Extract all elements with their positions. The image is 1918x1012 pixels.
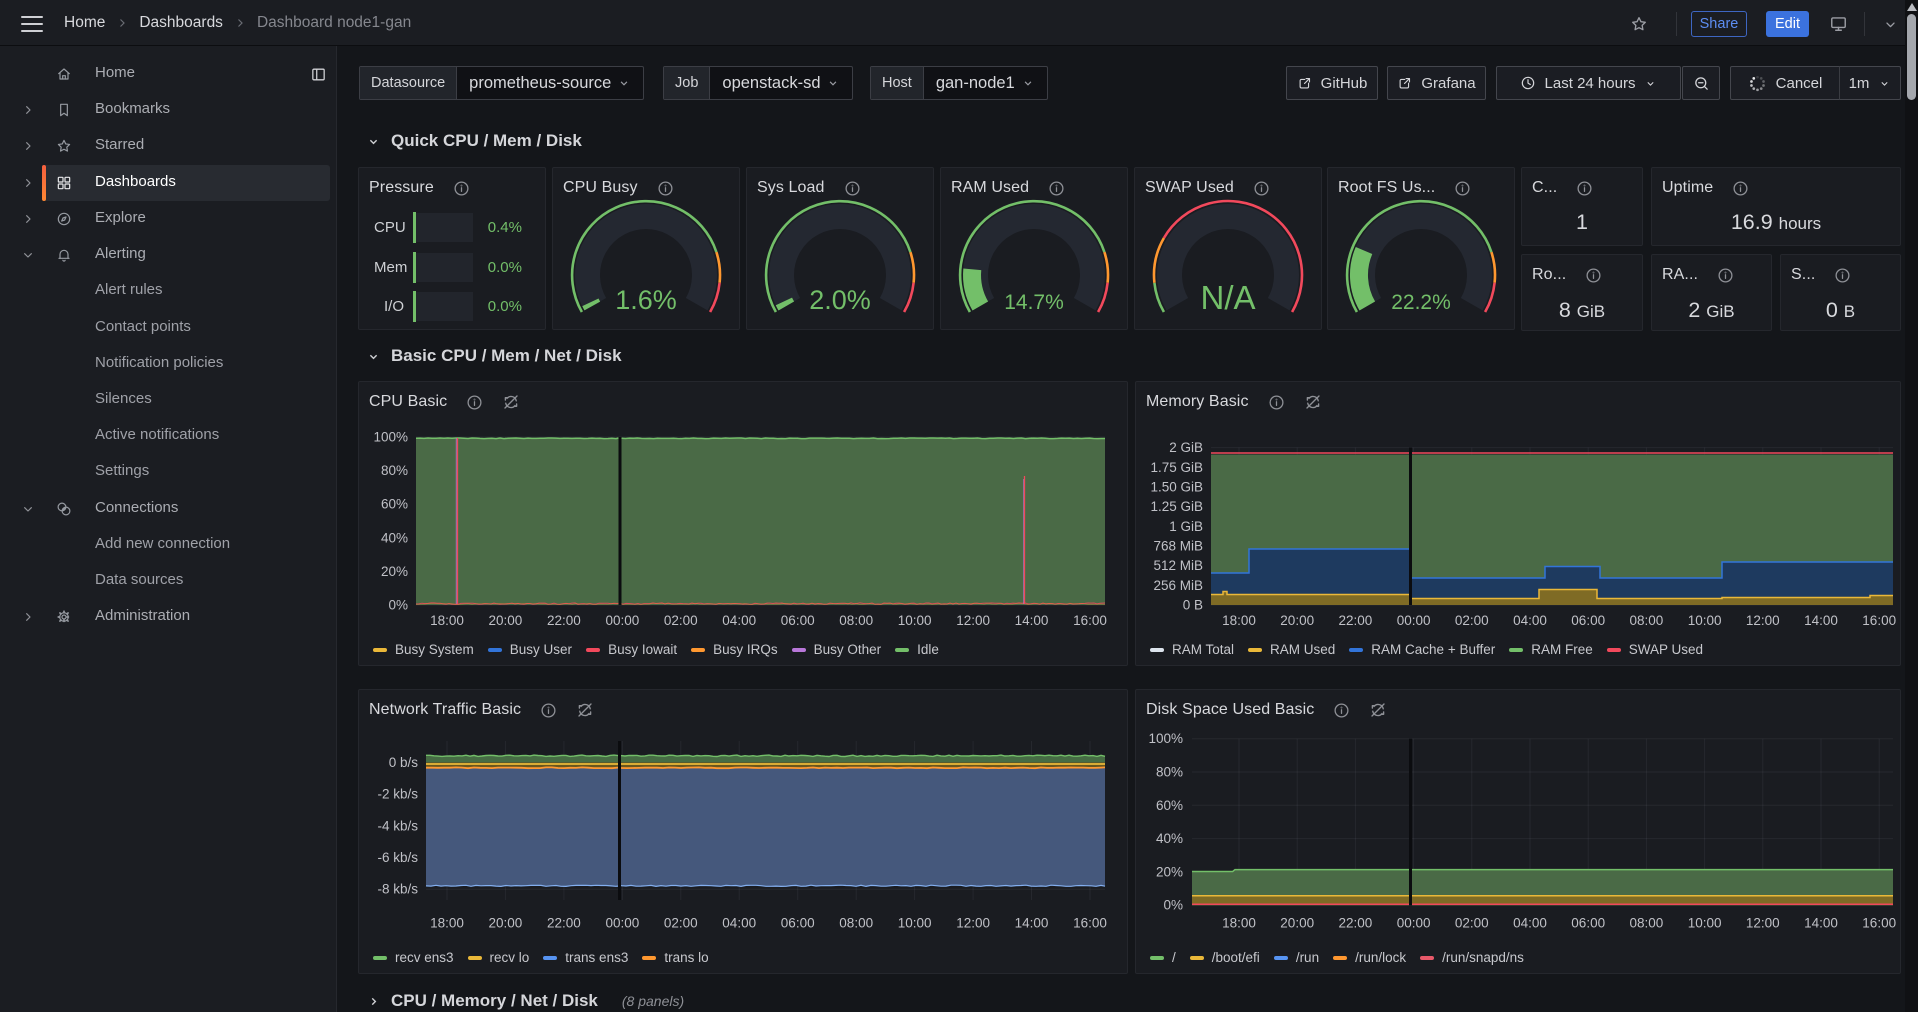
svg-text:06:00: 06:00 (1571, 916, 1605, 931)
svg-text:20%: 20% (1156, 864, 1183, 879)
svg-text:18:00: 18:00 (1222, 613, 1256, 628)
svg-text:-8 kb/s: -8 kb/s (377, 882, 418, 897)
svg-text:04:00: 04:00 (722, 613, 756, 628)
svg-text:14:00: 14:00 (1015, 916, 1049, 931)
svg-text:00:00: 00:00 (606, 613, 640, 628)
svg-text:0%: 0% (388, 598, 408, 613)
svg-text:12:00: 12:00 (956, 916, 990, 931)
svg-text:60%: 60% (1156, 798, 1183, 813)
svg-text:08:00: 08:00 (839, 916, 873, 931)
svg-text:18:00: 18:00 (430, 916, 464, 931)
svg-text:40%: 40% (381, 530, 408, 545)
svg-text:10:00: 10:00 (1688, 613, 1722, 628)
svg-text:12:00: 12:00 (1746, 613, 1780, 628)
svg-text:0%: 0% (1163, 898, 1183, 913)
svg-text:10:00: 10:00 (898, 916, 932, 931)
svg-text:20:00: 20:00 (1280, 613, 1314, 628)
svg-text:14:00: 14:00 (1015, 613, 1049, 628)
svg-text:768 MiB: 768 MiB (1153, 539, 1203, 554)
svg-text:16:00: 16:00 (1073, 613, 1107, 628)
svg-text:16:00: 16:00 (1862, 613, 1896, 628)
svg-text:08:00: 08:00 (1630, 916, 1664, 931)
svg-text:00:00: 00:00 (1397, 916, 1431, 931)
svg-text:12:00: 12:00 (956, 613, 990, 628)
svg-text:22:00: 22:00 (1339, 916, 1373, 931)
svg-text:-6 kb/s: -6 kb/s (377, 850, 418, 865)
svg-text:40%: 40% (1156, 831, 1183, 846)
svg-text:10:00: 10:00 (1688, 916, 1722, 931)
svg-text:22.2%: 22.2% (1391, 291, 1451, 314)
svg-text:02:00: 02:00 (1455, 916, 1489, 931)
svg-text:1.50 GiB: 1.50 GiB (1150, 480, 1203, 495)
svg-text:20%: 20% (381, 564, 408, 579)
svg-text:1 GiB: 1 GiB (1169, 519, 1203, 534)
svg-text:1.75 GiB: 1.75 GiB (1150, 460, 1203, 475)
svg-text:22:00: 22:00 (547, 613, 581, 628)
svg-text:00:00: 00:00 (606, 916, 640, 931)
svg-text:22:00: 22:00 (1339, 613, 1373, 628)
svg-text:2.0%: 2.0% (809, 285, 871, 315)
svg-text:512 MiB: 512 MiB (1153, 558, 1203, 573)
svg-text:20:00: 20:00 (1280, 916, 1314, 931)
svg-text:08:00: 08:00 (1630, 613, 1664, 628)
svg-text:04:00: 04:00 (1513, 916, 1547, 931)
svg-text:80%: 80% (1156, 765, 1183, 780)
svg-text:0 B: 0 B (1183, 598, 1203, 613)
svg-text:2 GiB: 2 GiB (1169, 440, 1203, 455)
svg-text:16:00: 16:00 (1862, 916, 1896, 931)
svg-text:18:00: 18:00 (1222, 916, 1256, 931)
svg-text:02:00: 02:00 (664, 613, 698, 628)
svg-text:N/A: N/A (1200, 279, 1255, 316)
svg-text:16:00: 16:00 (1073, 916, 1107, 931)
svg-text:04:00: 04:00 (1513, 613, 1547, 628)
svg-text:10:00: 10:00 (898, 613, 932, 628)
svg-text:20:00: 20:00 (489, 613, 523, 628)
svg-text:14:00: 14:00 (1804, 613, 1838, 628)
svg-text:20:00: 20:00 (489, 916, 523, 931)
svg-text:12:00: 12:00 (1746, 916, 1780, 931)
svg-text:04:00: 04:00 (722, 916, 756, 931)
svg-text:08:00: 08:00 (839, 613, 873, 628)
svg-text:18:00: 18:00 (430, 613, 464, 628)
svg-text:100%: 100% (373, 430, 408, 445)
svg-text:1.6%: 1.6% (615, 285, 677, 315)
svg-text:06:00: 06:00 (1571, 613, 1605, 628)
svg-text:-4 kb/s: -4 kb/s (377, 818, 418, 833)
svg-text:14.7%: 14.7% (1004, 291, 1064, 314)
svg-text:80%: 80% (381, 463, 408, 478)
svg-text:100%: 100% (1148, 731, 1183, 746)
svg-text:-2 kb/s: -2 kb/s (377, 787, 418, 802)
svg-text:0 b/s: 0 b/s (389, 755, 419, 770)
svg-text:14:00: 14:00 (1804, 916, 1838, 931)
svg-text:60%: 60% (381, 497, 408, 512)
svg-text:256 MiB: 256 MiB (1153, 578, 1203, 593)
svg-text:22:00: 22:00 (547, 916, 581, 931)
svg-text:02:00: 02:00 (1455, 613, 1489, 628)
svg-text:02:00: 02:00 (664, 916, 698, 931)
svg-text:06:00: 06:00 (781, 916, 815, 931)
svg-text:1.25 GiB: 1.25 GiB (1150, 499, 1203, 514)
svg-text:00:00: 00:00 (1397, 613, 1431, 628)
svg-text:06:00: 06:00 (781, 613, 815, 628)
